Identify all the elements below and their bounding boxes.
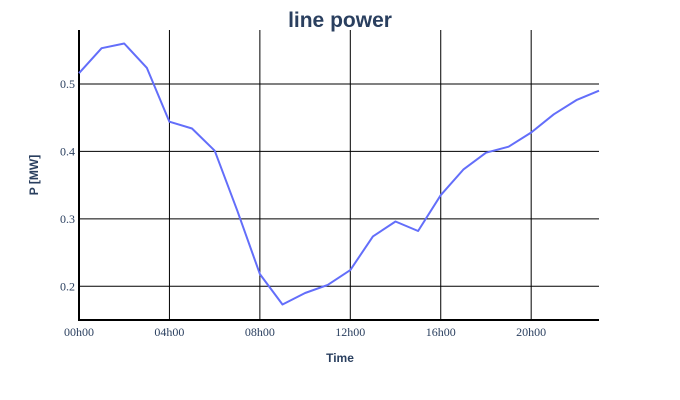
series-layer xyxy=(78,42,600,306)
x-tick-label: 12h00 xyxy=(335,325,365,339)
y-tick-label: 0.2 xyxy=(60,279,75,293)
tick-labels: 0.2 0.3 0.4 0.5 00h00 04h00 08h00 12h00 16h00 20h… xyxy=(60,77,546,339)
x-tick-label: 08h00 xyxy=(245,325,275,339)
x-tick-label: 00h00 xyxy=(64,325,94,339)
series-line xyxy=(78,42,600,306)
y-axis-title: P [MW] xyxy=(27,155,41,195)
y-tick-label: 0.5 xyxy=(60,77,75,91)
x-tick-label: 04h00 xyxy=(154,325,184,339)
x-tick-label: 16h00 xyxy=(426,325,456,339)
x-axis-title: Time xyxy=(326,351,354,365)
chart-title: line power xyxy=(288,9,392,32)
x-tick-label: 20h00 xyxy=(516,325,546,339)
y-tick-label: 0.3 xyxy=(60,212,75,226)
y-tick-label: 0.4 xyxy=(60,144,75,158)
axes xyxy=(78,30,599,321)
grid xyxy=(79,30,599,320)
